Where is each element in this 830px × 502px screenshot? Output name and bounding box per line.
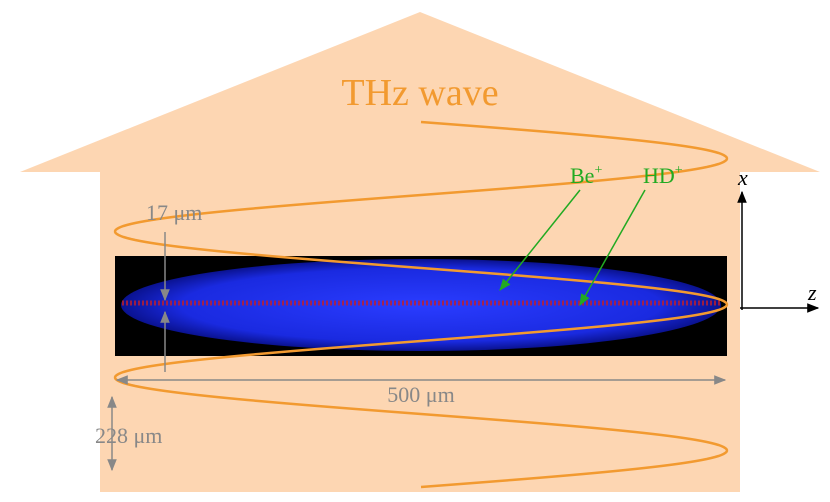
- house-shape: [20, 12, 820, 492]
- period-label: 228 μm: [95, 423, 162, 448]
- length-label: 500 μm: [387, 382, 454, 407]
- thz-wave: [113, 120, 729, 489]
- z-label: z: [807, 280, 817, 305]
- be-label: Be+: [570, 163, 602, 188]
- hd-arrow: [579, 189, 646, 307]
- hd-base: HD: [643, 163, 675, 188]
- be-base: Be: [570, 163, 594, 188]
- hd-charge: +: [675, 163, 683, 178]
- hd-label: HD+: [643, 163, 683, 188]
- title: THz wave: [341, 72, 498, 114]
- x-label: x: [737, 165, 748, 190]
- be-charge: +: [594, 163, 602, 178]
- waist-label: 17 μm: [146, 200, 202, 225]
- be-arrow: [499, 189, 581, 291]
